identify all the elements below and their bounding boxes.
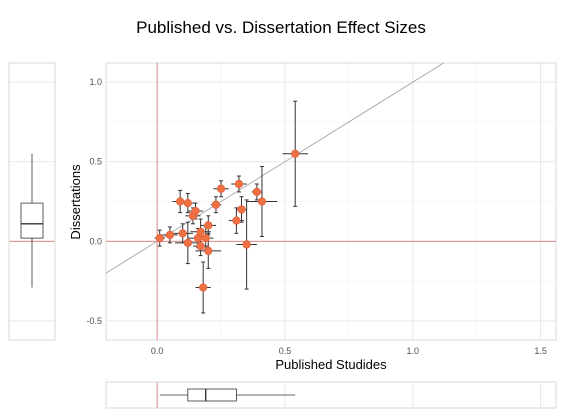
data-point [204,246,213,255]
data-point [165,230,175,240]
y-tick-label: 1.0 [89,77,102,87]
data-point [234,179,244,189]
data-point [201,234,210,243]
y-tick-label: 0.0 [89,236,102,246]
x-box [187,388,237,402]
x-tick-label: 0.5 [279,346,292,356]
data-point [178,229,187,238]
x-tick-labels: 0.0 0.5 1.0 1.5 [151,346,547,356]
x-tick-label: 1.0 [407,346,420,356]
data-point [196,241,205,251]
data-point [216,184,226,193]
data-point [237,205,246,214]
y-axis-label: Dissertations [68,164,83,240]
x-tick-label: 1.5 [534,346,547,356]
data-point [183,198,192,208]
data-point [291,149,300,158]
data-point [191,206,200,216]
data-point [196,227,205,236]
x-axis-label: Published Studides [275,357,387,372]
data-point [183,238,192,247]
y-tick-labels: -0.5 0.0 0.5 1.0 [86,77,102,326]
data-point [232,216,241,225]
y-tick-label: -0.5 [86,316,102,326]
x-tick-label: 0.0 [151,346,164,356]
data-point [211,200,221,209]
y-tick-label: 0.5 [89,157,102,167]
left-box-panel [8,62,56,341]
data-point [155,234,164,243]
data-point [204,221,213,230]
data-point [199,283,208,292]
data-points [155,149,300,292]
main-panel-border [105,62,557,341]
data-point [257,197,267,206]
bottom-box-panel [105,381,557,409]
chart-title: Published vs. Dissertation Effect Sizes [136,18,426,37]
x-boxplot [159,388,296,402]
data-point [252,187,261,197]
data-point [242,240,251,249]
y-boxplot [20,153,44,288]
data-point [176,197,185,206]
y-box [20,202,44,239]
